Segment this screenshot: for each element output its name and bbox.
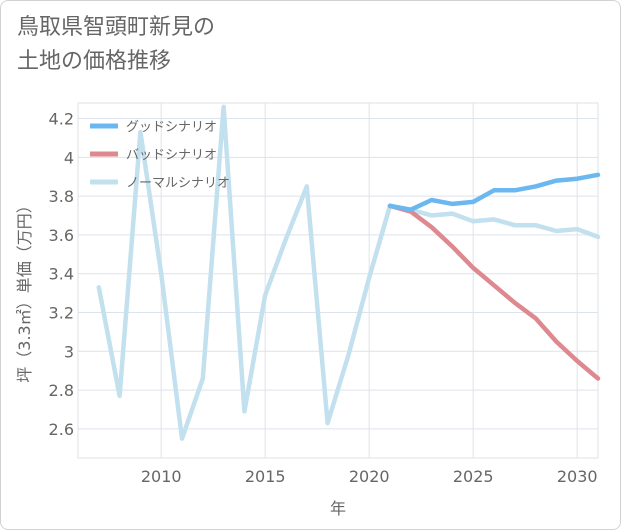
chart-title: 鳥取県智頭町新見の 土地の価格推移 <box>17 11 317 79</box>
y-tick-label: 4 <box>64 148 74 167</box>
x-tick-label: 2025 <box>453 467 494 486</box>
chart-title-line-1: 鳥取県智頭町新見の <box>17 15 216 40</box>
y-tick-label: 3 <box>64 342 74 361</box>
y-tick-label: 3.8 <box>49 187 74 206</box>
y-axis-label: 坪（3.3㎡）単価（万円） <box>15 197 34 382</box>
axes: 2.6 2.8 3 3.2 3.4 3.6 3.8 4 4.2 2010 2015 2020 2025 2… <box>49 110 598 486</box>
y-tick-label: 3.6 <box>49 226 74 245</box>
x-axis-label: 年 <box>330 499 346 518</box>
legend-label: グッドシナリオ <box>126 120 217 135</box>
x-tick-label: 2030 <box>557 467 598 486</box>
x-tick-label: 2015 <box>245 467 286 486</box>
y-tick-label: 2.8 <box>49 381 74 400</box>
series-line-2 <box>96 104 601 441</box>
y-tick-label: 4.2 <box>49 110 74 129</box>
legend-label: バッドシナリオ <box>126 148 217 163</box>
y-tick-label: 3.2 <box>49 304 74 323</box>
x-tick-label: 2010 <box>141 467 182 486</box>
legend-label: ノーマルシナリオ <box>126 176 230 191</box>
chart-title-line-2: 土地の価格推移 <box>17 49 172 74</box>
plot-area <box>77 102 599 459</box>
series-lines <box>96 104 601 441</box>
gridlines <box>77 102 599 459</box>
series-line-0 <box>387 172 601 212</box>
x-tick-label: 2020 <box>349 467 390 486</box>
y-tick-label: 2.6 <box>49 420 74 439</box>
y-tick-label: 3.4 <box>49 265 74 284</box>
series-line-1 <box>387 203 601 381</box>
